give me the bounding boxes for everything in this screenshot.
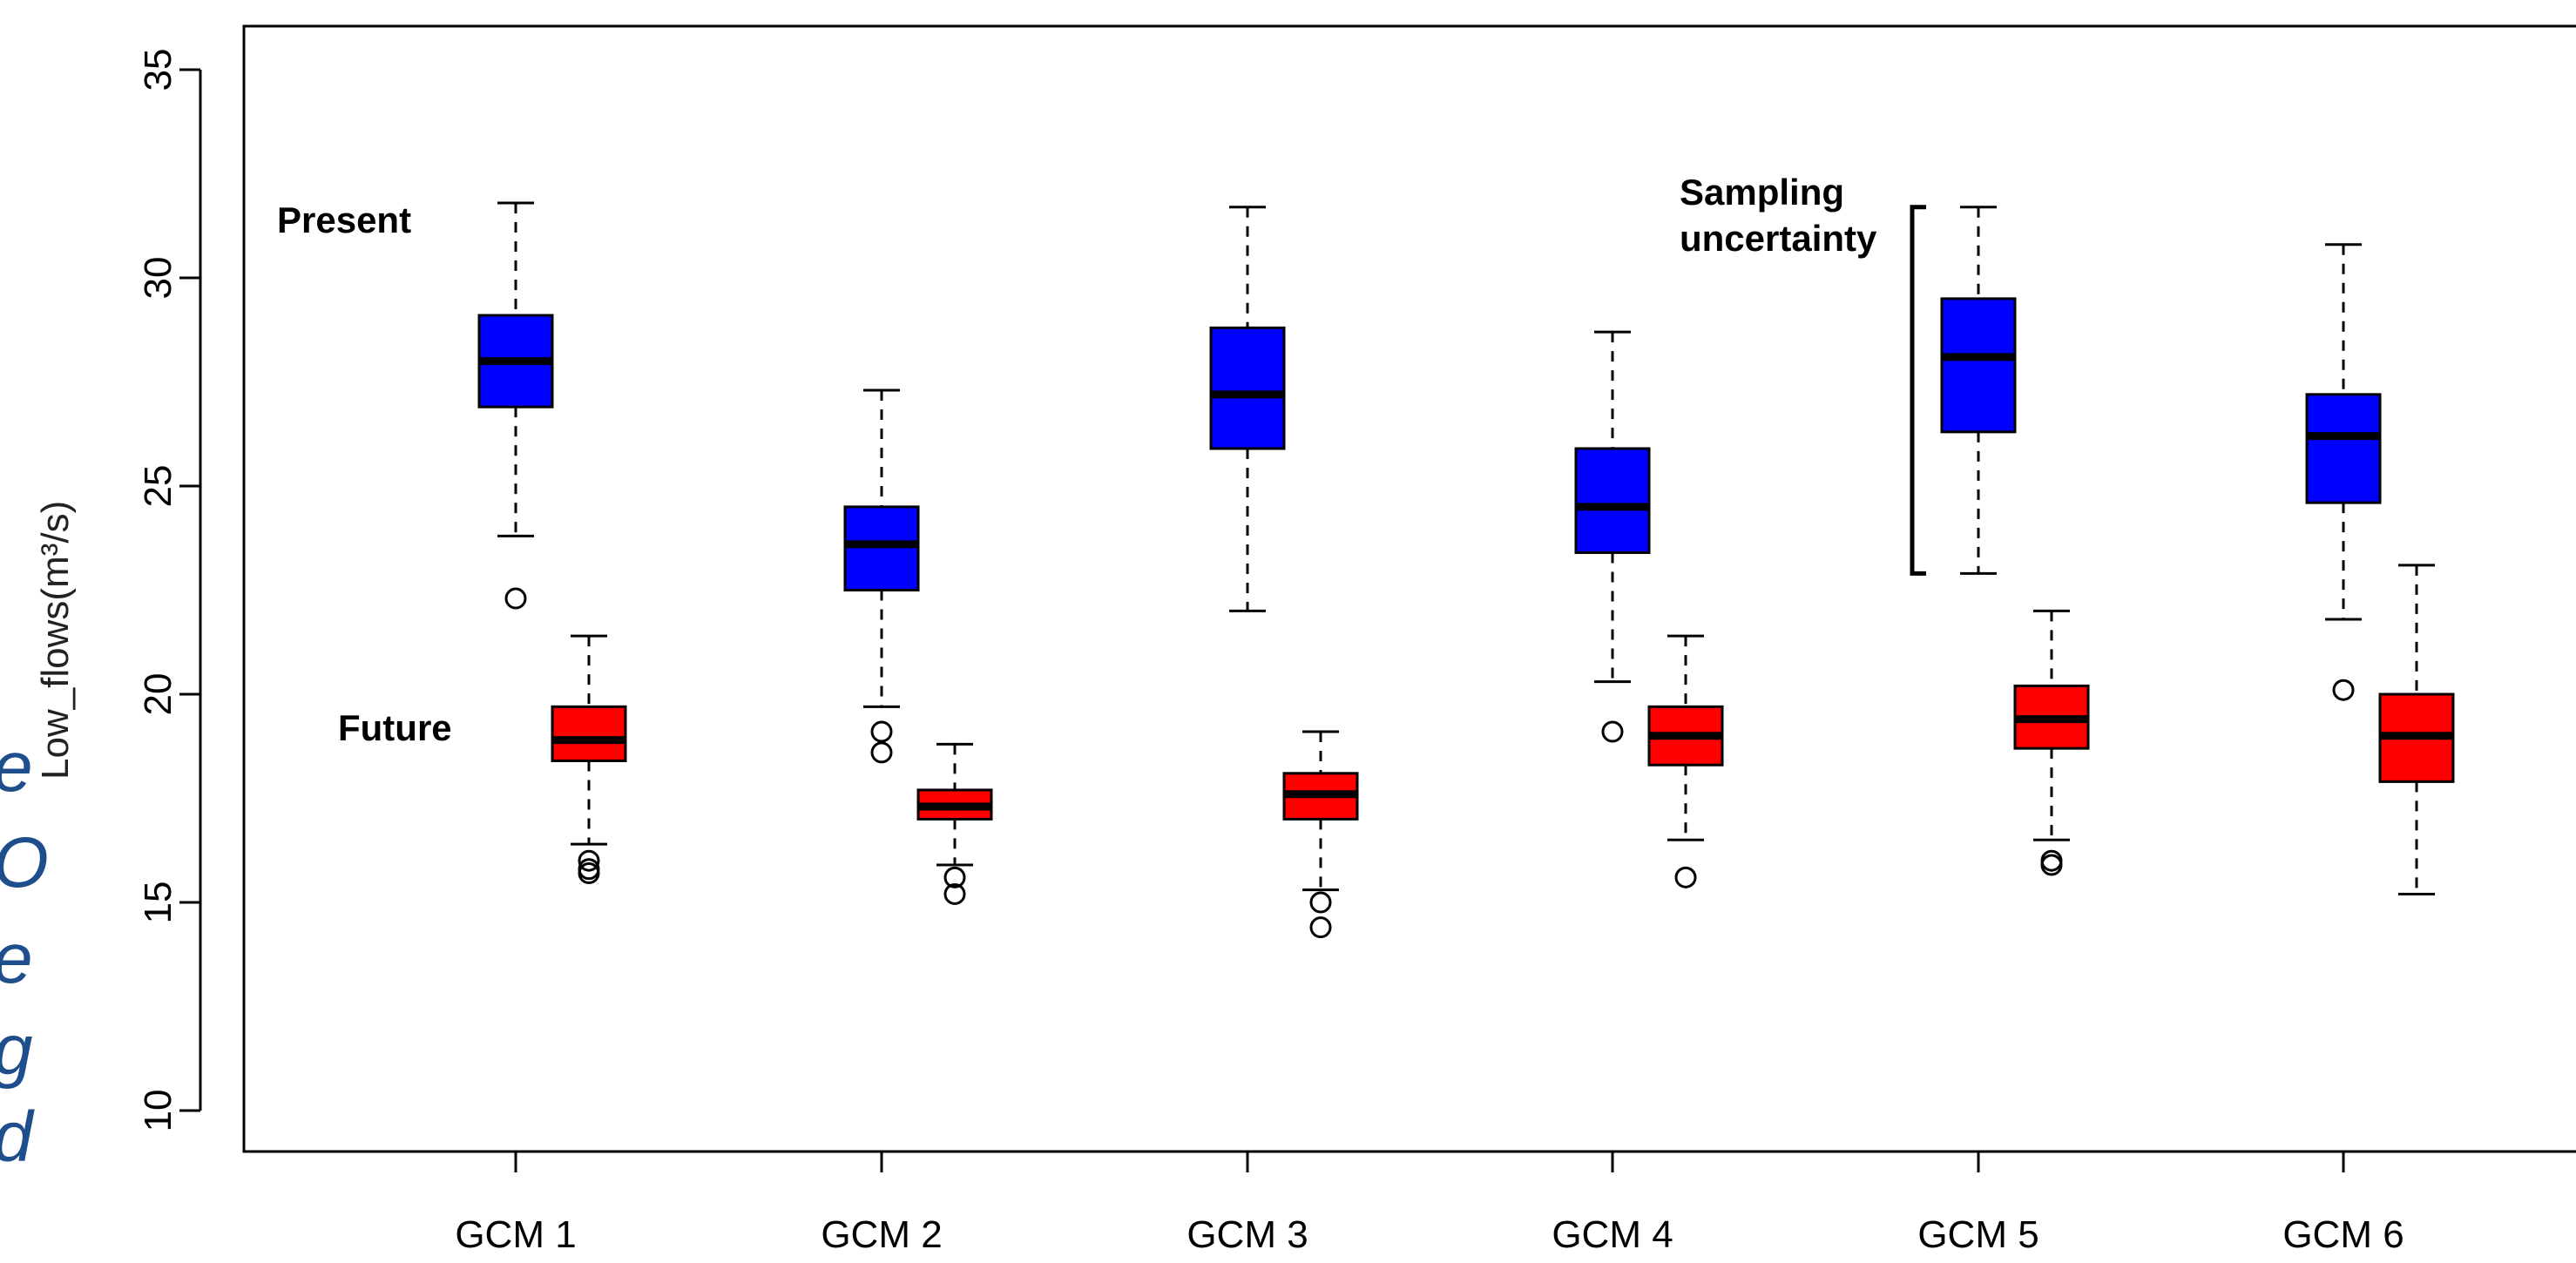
box-present [1209,206,1286,612]
box-future [1647,634,1724,888]
box-future [2378,564,2455,895]
outlier-point [1601,720,1624,743]
outlier-point [870,741,893,764]
box-future [2013,609,2090,876]
y-tick-label: 30 [137,257,179,300]
iqr-box [2305,393,2382,504]
iqr-box [843,505,920,592]
side-text-fragment: d [0,1102,33,1173]
box-future [916,742,993,905]
outlier-point [1309,916,1332,939]
outlier-point [943,866,966,888]
outlier-point [870,720,893,743]
outlier-point [2332,679,2355,701]
side-text-fragment: e [0,923,33,995]
y-axis-label: Low_flows(m³/s) [34,501,77,780]
x-tick-label: GCM 3 [1187,1213,1308,1256]
outlier-point [578,862,600,885]
plot-frame [242,24,2576,1153]
side-text-fragment: e [0,732,33,803]
box-present [477,201,554,610]
annotation-sampling-line2: uncertainty [1680,218,1877,259]
box-present [843,388,920,764]
x-tick-label: GCM 6 [2282,1213,2404,1256]
box-present [2305,243,2382,701]
iqr-box [1574,447,1651,554]
iqr-box [551,705,627,762]
x-tick-label: GCM 4 [1552,1213,1673,1256]
box-present [1574,330,1651,743]
sampling-uncertainty-bracket [1910,205,1926,576]
outlier-point [1674,866,1697,888]
annotation-future: Future [338,707,452,748]
iqr-box [1940,297,2017,434]
box-series [477,201,2455,939]
box-future [551,634,627,885]
box-future [1282,730,1359,939]
side-text-fragment: O [0,827,49,899]
outlier-point [2040,854,2063,876]
side-text-fragment: g [0,1015,33,1086]
x-tick-label: GCM 1 [455,1213,576,1256]
box-present [1940,206,2017,575]
y-tick-label: 20 [137,673,179,716]
outlier-point [504,587,527,610]
x-axis: GCM 1 GCM 2 GCM 3 GCM 4 GCM 5 GCM 6 [455,1152,2404,1256]
annotations: Present Future Sampling uncertainty [277,172,1926,748]
x-tick-label: GCM 5 [1917,1213,2038,1256]
y-tick-label: 15 [137,881,179,924]
y-tick-label: 25 [137,465,179,508]
x-tick-label: GCM 2 [821,1213,942,1256]
y-axis: 10 15 20 25 30 35 Low_flows(m³/s) [34,49,202,1132]
annotation-present: Present [277,199,411,240]
iqr-box [1209,326,1286,450]
outlier-point [943,882,966,905]
annotation-sampling-line1: Sampling [1680,172,1844,213]
outlier-point [1309,891,1332,914]
y-tick-label: 10 [137,1090,179,1132]
y-tick-label: 35 [137,49,179,91]
outlier-point [578,849,600,872]
